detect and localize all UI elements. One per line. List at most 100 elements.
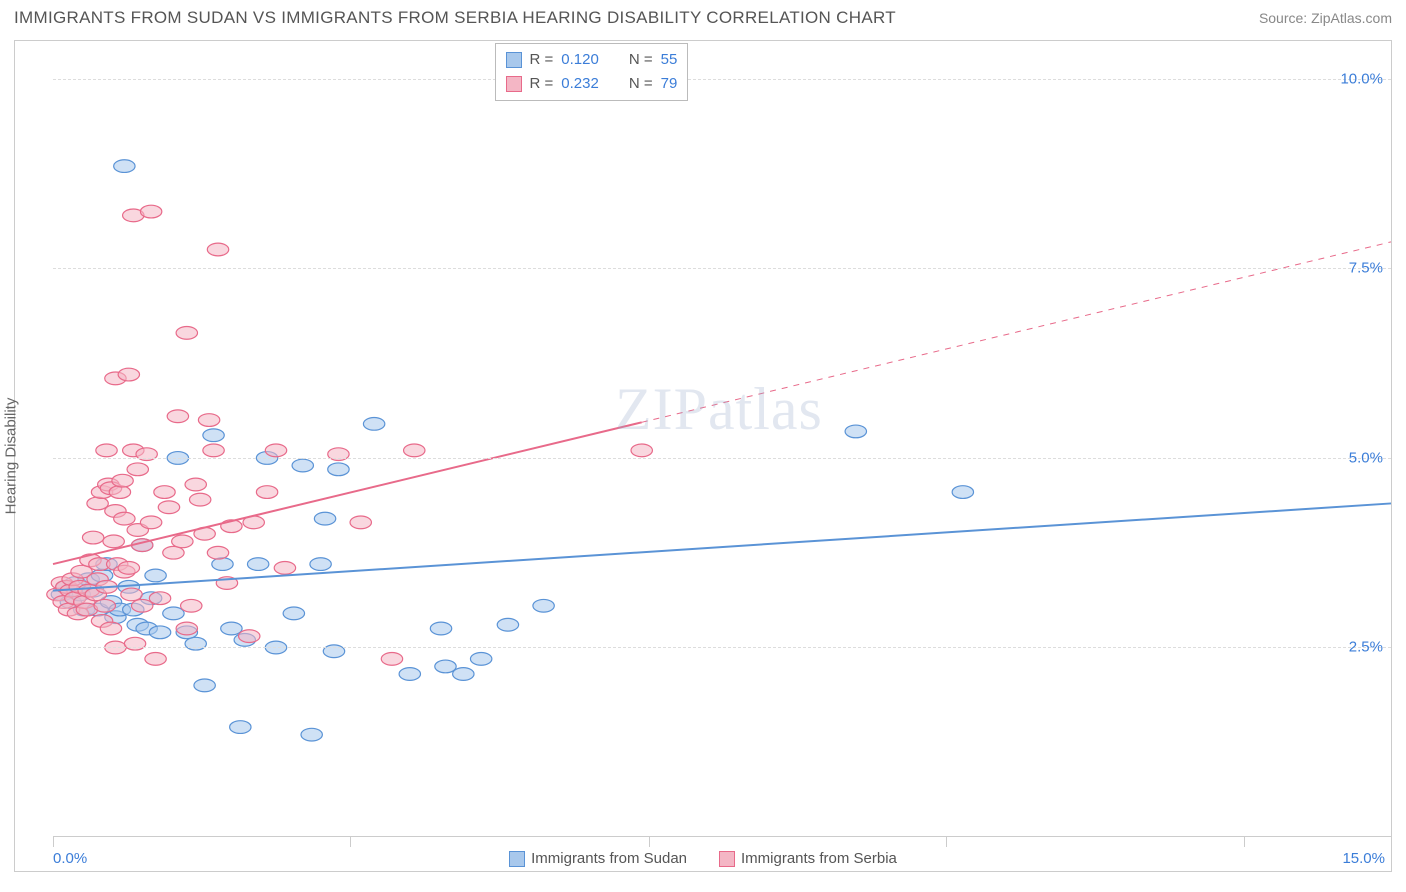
stat-r-value: 0.232	[561, 72, 599, 96]
x-axis-line	[53, 836, 1391, 837]
series-legend: Immigrants from Sudan Immigrants from Ser…	[15, 850, 1391, 867]
data-point	[221, 622, 242, 635]
data-point	[176, 622, 197, 635]
source-label: Source:	[1259, 10, 1311, 26]
data-point	[212, 558, 233, 571]
data-point	[533, 599, 554, 612]
data-point	[167, 410, 188, 423]
data-point	[158, 501, 179, 514]
chart-header: IMMIGRANTS FROM SUDAN VS IMMIGRANTS FROM…	[0, 0, 1406, 32]
data-point	[96, 444, 117, 457]
plot-area: ZIPatlas R = 0.120N = 55R = 0.232N = 79 …	[53, 41, 1391, 837]
legend-swatch	[506, 76, 522, 92]
data-point	[328, 463, 349, 476]
data-point	[131, 599, 152, 612]
data-point	[845, 425, 866, 438]
stats-legend: R = 0.120N = 55R = 0.232N = 79	[495, 43, 689, 101]
data-point	[118, 368, 139, 381]
data-point	[114, 160, 135, 173]
data-point	[381, 652, 402, 665]
y-tick-label: 2.5%	[1349, 639, 1383, 656]
stats-legend-row: R = 0.120N = 55	[506, 48, 678, 72]
y-tick-label: 5.0%	[1349, 449, 1383, 466]
data-point	[172, 535, 193, 548]
data-point	[230, 721, 251, 734]
gridline	[53, 647, 1391, 648]
source-value: ZipAtlas.com	[1311, 10, 1392, 26]
gridline	[53, 79, 1391, 80]
legend-swatch	[719, 851, 735, 867]
y-tick-label: 7.5%	[1349, 260, 1383, 277]
data-point	[301, 728, 322, 741]
x-tick	[350, 837, 351, 847]
data-point	[497, 618, 518, 631]
stats-legend-row: R = 0.232 N = 79	[506, 72, 678, 96]
data-point	[203, 444, 224, 457]
data-point	[185, 478, 206, 491]
scatter-svg	[53, 41, 1391, 837]
trend-line	[53, 422, 642, 564]
data-point	[109, 486, 130, 499]
data-point	[127, 463, 148, 476]
data-point	[256, 486, 277, 499]
data-point	[194, 679, 215, 692]
data-point	[145, 652, 166, 665]
data-point	[149, 626, 170, 639]
chart-container: Hearing Disability ZIPatlas R = 0.120N =…	[14, 40, 1392, 872]
data-point	[292, 459, 313, 472]
data-point	[453, 668, 474, 681]
data-point	[470, 652, 491, 665]
stat-r-label: R =	[530, 48, 554, 72]
data-point	[207, 546, 228, 559]
data-point	[430, 622, 451, 635]
stat-r-value: 0.120	[561, 48, 599, 72]
x-tick	[53, 837, 54, 847]
data-point	[198, 414, 219, 427]
data-point	[181, 599, 202, 612]
legend-item: Immigrants from Sudan	[509, 850, 687, 867]
data-point	[154, 486, 175, 499]
data-point	[363, 417, 384, 430]
stat-n-value: 79	[661, 72, 678, 96]
data-point	[149, 592, 170, 605]
data-point	[247, 558, 268, 571]
data-point	[274, 562, 295, 575]
data-point	[239, 630, 260, 643]
stat-r-label: R =	[530, 72, 554, 96]
data-point	[103, 535, 124, 548]
data-point	[176, 326, 197, 339]
legend-swatch	[509, 851, 525, 867]
gridline	[53, 458, 1391, 459]
y-axis-label: Hearing Disability	[3, 398, 20, 515]
data-point	[399, 668, 420, 681]
data-point	[314, 512, 335, 525]
data-point	[207, 243, 228, 256]
x-tick	[1244, 837, 1245, 847]
data-point	[145, 569, 166, 582]
data-point	[140, 205, 161, 218]
x-tick	[649, 837, 650, 847]
legend-label: Immigrants from Sudan	[531, 850, 687, 867]
stat-n-label: N =	[629, 48, 653, 72]
chart-source: Source: ZipAtlas.com	[1259, 10, 1392, 26]
gridline	[53, 268, 1391, 269]
data-point	[265, 444, 286, 457]
y-tick-label: 10.0%	[1340, 70, 1383, 87]
data-point	[631, 444, 652, 457]
data-point	[163, 607, 184, 620]
data-point	[100, 622, 121, 635]
data-point	[435, 660, 456, 673]
data-point	[310, 558, 331, 571]
stat-n-label: N =	[629, 72, 653, 96]
data-point	[350, 516, 371, 529]
legend-item: Immigrants from Serbia	[719, 850, 897, 867]
x-tick	[946, 837, 947, 847]
legend-label: Immigrants from Serbia	[741, 850, 897, 867]
data-point	[283, 607, 304, 620]
chart-title: IMMIGRANTS FROM SUDAN VS IMMIGRANTS FROM…	[14, 8, 896, 28]
data-point	[189, 493, 210, 506]
data-point	[140, 516, 161, 529]
data-point	[404, 444, 425, 457]
data-point	[82, 531, 103, 544]
data-point	[118, 562, 139, 575]
